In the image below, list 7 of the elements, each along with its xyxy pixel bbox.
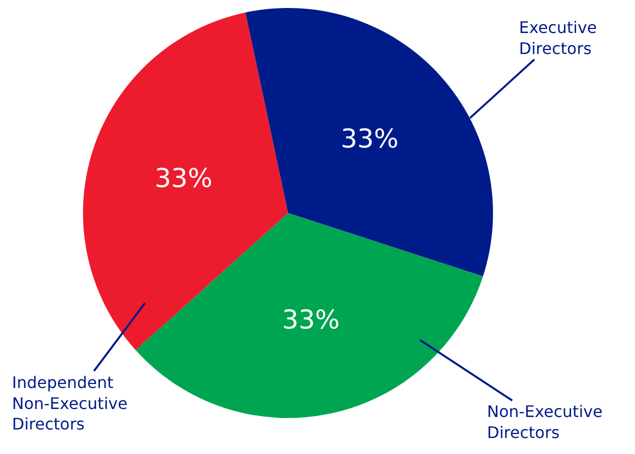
pie-slice — [136, 213, 483, 418]
slice-label: Independent Non-Executive Directors — [12, 373, 128, 434]
data-label: 33% — [340, 124, 399, 154]
slice-label: Non-Executive Directors — [487, 402, 603, 442]
data-label: 33% — [282, 305, 340, 336]
slice-label: Executive Directors — [519, 18, 597, 58]
data-label: 33% — [154, 164, 212, 194]
